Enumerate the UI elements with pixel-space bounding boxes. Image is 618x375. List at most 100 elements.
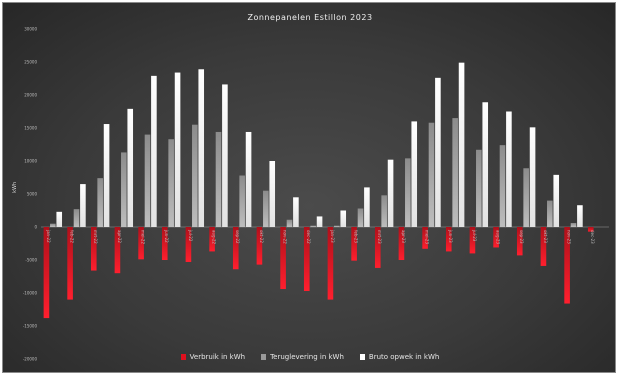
bar-teruglevering bbox=[523, 168, 529, 227]
x-tick-label: dec-22 bbox=[306, 230, 311, 244]
bar-bruto-opwek bbox=[458, 62, 465, 227]
bar-chart: -20000 -15000 -10000 -5000 0 5000 10000 15000 20… bbox=[12, 27, 609, 362]
bar-bruto-opwek bbox=[482, 102, 489, 227]
bar-bruto-opwek bbox=[174, 72, 181, 227]
bar-verbruik bbox=[422, 227, 428, 249]
bar-bruto-opwek bbox=[80, 184, 86, 227]
bar-verbruik bbox=[469, 227, 476, 254]
bar-bruto-opwek bbox=[269, 161, 276, 227]
x-tick-label: jun-23 bbox=[448, 229, 453, 243]
x-tick-label: nov-23 bbox=[567, 230, 572, 244]
x-tick-label: sep-22 bbox=[235, 230, 240, 244]
bar-teruglevering bbox=[144, 134, 151, 227]
bar-teruglevering bbox=[50, 223, 56, 227]
bar-verbruik bbox=[138, 227, 144, 260]
bar-teruglevering bbox=[476, 149, 482, 227]
bar-teruglevering bbox=[168, 139, 174, 227]
bar-teruglevering bbox=[239, 175, 245, 227]
bar-teruglevering bbox=[121, 152, 127, 227]
bar-teruglevering bbox=[310, 225, 316, 227]
bar-verbruik bbox=[256, 227, 263, 265]
bar-bruto-opwek bbox=[56, 211, 63, 227]
bar-teruglevering bbox=[428, 122, 435, 227]
bar-verbruik bbox=[185, 227, 192, 262]
x-tick-label: aug-22 bbox=[212, 230, 217, 245]
bar-teruglevering bbox=[334, 225, 340, 227]
x-tick-label: aug-23 bbox=[496, 230, 501, 245]
bar-verbruik bbox=[587, 227, 594, 232]
legend-item-teruglevering: Teruglevering in kWh bbox=[261, 353, 344, 361]
bar-teruglevering bbox=[286, 219, 293, 227]
bar-verbruik bbox=[209, 227, 215, 252]
bar-verbruik bbox=[493, 227, 499, 248]
bar-verbruik bbox=[90, 227, 97, 271]
x-tick-label: jan-23 bbox=[330, 229, 335, 243]
bar-bruto-opwek bbox=[245, 131, 252, 227]
x-tick-label: dec-23 bbox=[590, 230, 595, 244]
bar-teruglevering bbox=[192, 124, 198, 227]
bar-verbruik bbox=[374, 227, 381, 268]
legend-swatch-verbruik bbox=[180, 354, 186, 360]
bar-bruto-opwek bbox=[222, 84, 228, 227]
x-tick-label: jun-22 bbox=[164, 229, 169, 243]
bar-teruglevering bbox=[452, 118, 458, 227]
bar-bruto-opwek bbox=[577, 205, 583, 227]
y-tick-label: 25000 bbox=[24, 60, 37, 65]
bar-verbruik bbox=[398, 227, 405, 260]
y-tick-label: 20000 bbox=[24, 93, 37, 98]
chart-title: Zonnepanelen Estillon 2023 bbox=[247, 13, 373, 22]
bar-verbruik bbox=[303, 227, 310, 292]
x-tick-label: jan-22 bbox=[46, 229, 51, 243]
bar-teruglevering bbox=[499, 145, 506, 227]
x-tick-label: mei-23 bbox=[425, 230, 430, 244]
y-tick-label: 5000 bbox=[27, 192, 38, 197]
bar-bruto-opwek bbox=[529, 127, 536, 227]
legend-item-verbruik: Verbruik in kWh bbox=[180, 353, 245, 361]
bar-verbruik bbox=[516, 227, 523, 256]
bar-verbruik bbox=[161, 227, 168, 260]
x-tick-label: mei-22 bbox=[141, 230, 146, 244]
y-tick-label: 10000 bbox=[24, 159, 37, 164]
y-axis-label: kWh bbox=[12, 182, 18, 193]
x-tick-label: nov-22 bbox=[283, 230, 288, 244]
x-tick-label: apr-22 bbox=[117, 230, 122, 243]
bar-verbruik bbox=[67, 227, 73, 300]
y-tick-label: -5000 bbox=[25, 258, 37, 263]
bar-bruto-opwek bbox=[387, 159, 394, 227]
x-tick-label: sep-23 bbox=[519, 230, 524, 244]
x-tick-label: jul-22 bbox=[188, 229, 193, 242]
bar-bruto-opwek bbox=[411, 121, 418, 227]
bar-teruglevering bbox=[570, 223, 577, 227]
bar-verbruik bbox=[114, 227, 121, 274]
bar-bruto-opwek bbox=[151, 75, 157, 227]
legend: Verbruik in kWh Teruglevering in kWh Bru… bbox=[3, 353, 617, 361]
legend-label-bruto-opwek: Bruto opwek in kWh bbox=[368, 353, 440, 361]
x-tick-label: feb-22 bbox=[70, 230, 75, 243]
bar-bruto-opwek bbox=[364, 187, 370, 227]
x-tick-label: okt-23 bbox=[543, 230, 548, 243]
bar-verbruik bbox=[327, 227, 334, 300]
legend-swatch-teruglevering bbox=[261, 354, 267, 360]
bar-bruto-opwek bbox=[506, 111, 512, 227]
bar-teruglevering bbox=[357, 208, 364, 227]
bar-teruglevering bbox=[405, 158, 411, 227]
bar-verbruik bbox=[351, 227, 357, 261]
bar-bruto-opwek bbox=[198, 69, 205, 227]
legend-item-bruto-opwek: Bruto opwek in kWh bbox=[359, 353, 440, 361]
y-tick-label: 30000 bbox=[24, 27, 37, 32]
bar-verbruik bbox=[540, 227, 547, 266]
x-tick-label: feb-23 bbox=[354, 230, 359, 243]
bar-teruglevering bbox=[263, 190, 269, 227]
y-tick-label: -15000 bbox=[23, 324, 38, 329]
legend-swatch-bruto-opwek bbox=[359, 354, 365, 360]
bar-teruglevering bbox=[381, 195, 387, 227]
x-tick-label: okt-22 bbox=[259, 230, 264, 243]
bar-teruglevering bbox=[215, 131, 222, 227]
bar-verbruik bbox=[445, 227, 452, 252]
x-tick-label: apr-23 bbox=[401, 230, 406, 243]
bar-bruto-opwek bbox=[553, 174, 560, 227]
bar-teruglevering bbox=[97, 178, 103, 227]
x-tick-label: mrt-23 bbox=[377, 230, 382, 244]
x-tick-label: mrt-22 bbox=[93, 230, 98, 244]
